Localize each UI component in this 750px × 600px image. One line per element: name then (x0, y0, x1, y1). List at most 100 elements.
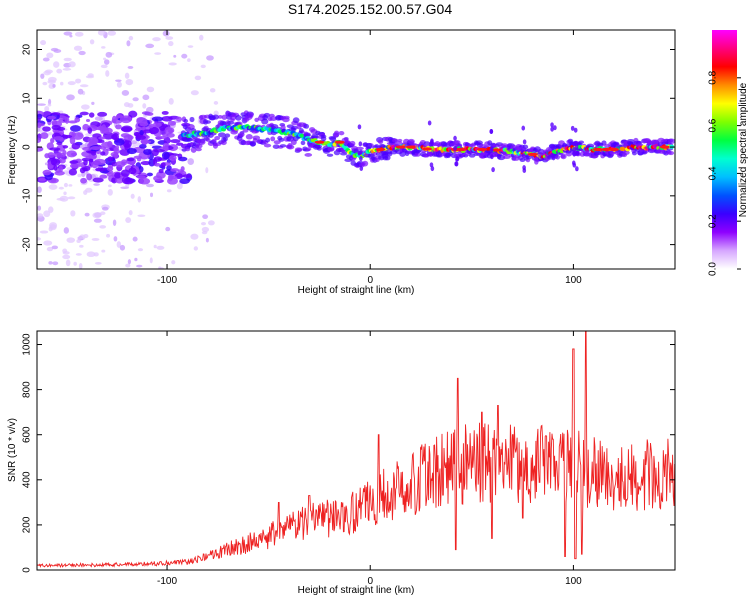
spectrogram-noise-cell (78, 262, 83, 269)
spectrogram-noise-cell (56, 68, 63, 74)
spectrogram-ridge-halo (375, 151, 381, 156)
spectrogram-band-cell (168, 154, 177, 162)
spectrogram-noise-cell (68, 61, 76, 68)
snr-series-line (37, 331, 675, 569)
spectrogram-band-cell (106, 166, 114, 172)
spectrogram-band-cell (120, 133, 130, 138)
spectrogram-noise-cell (92, 212, 102, 219)
spectrogram-band-cell (139, 144, 147, 149)
spectrogram-ridge-halo (668, 151, 675, 156)
spectrogram-noise-cell (127, 259, 132, 265)
spectrogram-noise-cell (42, 57, 50, 62)
spectrogram-noise-cell (79, 244, 84, 248)
spectrogram-noise-cell (209, 88, 216, 93)
spectrogram-glitch-cell (359, 156, 363, 162)
spectrogram-noise-cell (154, 52, 162, 55)
spectrogram-ridge-halo (333, 133, 339, 138)
spectrogram-noise-cell (105, 51, 113, 58)
spectrogram-band-cell (139, 121, 149, 127)
spectrogram-band-cell (170, 168, 180, 172)
spectrogram-noise-cell (168, 98, 174, 105)
spectrogram-noise-cell (130, 140, 138, 145)
spectrogram-ridge-halo (237, 132, 245, 138)
spectrogram-noise-cell (67, 196, 76, 200)
spectrogram-band-cell (89, 158, 94, 163)
spectrogram-band-cell (120, 169, 130, 177)
spectrogram-noise-cell (124, 72, 130, 79)
spectrogram-marks (37, 30, 675, 269)
spectrogram-band-cell (62, 134, 73, 139)
spectrogram-ridge-halo (263, 112, 271, 118)
spectrogram-noise-cell (86, 251, 96, 258)
spectrogram-band-cell (168, 129, 174, 134)
colorbar-tick-label: 0.4 (708, 166, 719, 180)
spectrogram-band-cell (135, 135, 147, 140)
spectrogram-band-cell (121, 161, 127, 166)
spectrogram-noise-cell (48, 184, 58, 190)
spectrogram-glitch-cell (454, 161, 458, 167)
spectrogram-glitch-cell (489, 146, 494, 152)
spectrogram-band-cell (126, 157, 135, 162)
spectrogram-band-cell (98, 136, 106, 140)
spectrogram-noise-cell (105, 70, 110, 77)
spectrogram-ridge-halo (349, 140, 356, 147)
spectrogram-band-cell (119, 115, 132, 124)
spectrogram-glitch-cell (430, 166, 435, 172)
spectrogram-ridge-halo (500, 143, 509, 148)
spectrogram-glitch-cell (575, 166, 579, 172)
spectrogram-x-tick-label: 100 (565, 275, 582, 286)
spectrogram-noise-cell (171, 260, 176, 265)
spectrogram-noise-cell (137, 196, 142, 203)
spectrogram-noise-cell (101, 206, 109, 211)
spectrogram-ridge-halo (361, 160, 369, 167)
spectrogram-noise-cell (137, 214, 146, 218)
spectrogram-band-cell (37, 146, 44, 152)
spectrogram-ridge-halo (305, 147, 312, 151)
spectrogram-band-cell (162, 133, 169, 138)
spectrogram-band-cell (90, 137, 99, 145)
spectrogram-glitch-cell (573, 127, 578, 133)
spectrogram-band-cell (111, 115, 117, 124)
spectrogram-ridge-halo (338, 130, 345, 136)
spectrogram-glitch-cell (570, 125, 575, 131)
spectrogram-noise-cell (213, 101, 219, 105)
spectrogram-noise-cell (201, 226, 210, 233)
spectrogram-frame (36, 29, 676, 270)
spectrogram-ridge-halo (391, 138, 399, 143)
spectrogram-noise-cell (47, 132, 53, 136)
spectrogram-ridge-halo (205, 137, 211, 142)
spectrogram-band-cell (176, 142, 184, 146)
spectrogram-ridge-halo (183, 118, 188, 124)
colorbar-tick-label: 0.0 (708, 262, 719, 276)
spectrogram-noise-cell (146, 183, 154, 188)
spectrogram-band-cell (166, 165, 172, 171)
spectrogram-noise-cell (63, 227, 70, 234)
spectrogram-band-cell (140, 160, 151, 166)
spectrogram-noise-cell (149, 257, 153, 264)
spectrogram-ridge-halo (242, 128, 249, 133)
spectrogram-ridge-halo (184, 146, 191, 152)
spectrogram-band-cell (99, 174, 108, 179)
spectrogram-noise-cell (79, 84, 89, 88)
snr-x-tick-label: 0 (367, 576, 373, 587)
spectrogram-peak-tone (334, 140, 345, 144)
spectrogram-noise-cell (107, 189, 113, 196)
spectrogram-band-cell (115, 124, 122, 130)
spectrogram-noise-cell (206, 55, 214, 61)
spectrogram-band-cell (170, 139, 181, 144)
spectrogram-noise-cell (165, 36, 174, 40)
spectrogram-glitch-cell (521, 125, 526, 131)
spectrogram-band-cell (37, 123, 45, 127)
spectrogram-noise-cell (187, 158, 195, 165)
spectrogram-ridge-halo (667, 138, 675, 144)
spectrogram-ridge-halo (283, 115, 290, 120)
spectrogram-band-cell (177, 156, 188, 162)
spectrogram-noise-cell (202, 214, 209, 220)
spectrogram-band-cell (44, 153, 50, 159)
spectrogram-noise-cell (127, 66, 134, 69)
spectrogram-ridge-halo (537, 148, 545, 155)
spectrogram-noise-cell (94, 262, 102, 265)
spectrogram-noise-cell (125, 78, 134, 86)
spectrogram-noise-cell (132, 97, 139, 102)
